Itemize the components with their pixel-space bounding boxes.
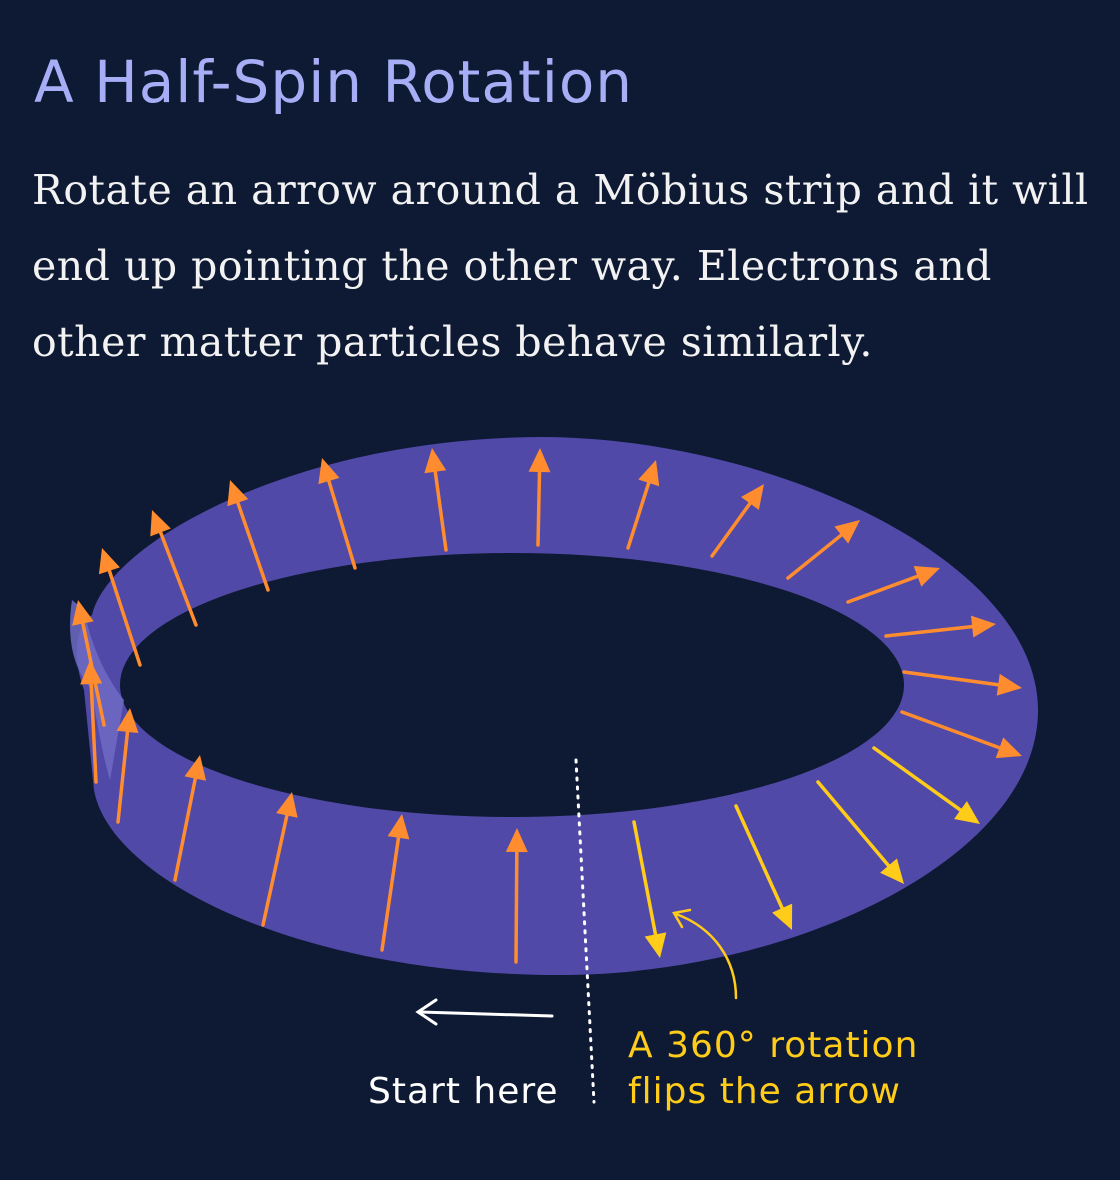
strip-back-band — [76, 437, 1039, 975]
spin-arrow-head — [772, 903, 793, 930]
spin-arrow-head — [970, 615, 996, 638]
spin-arrow — [632, 820, 667, 958]
spin-arrow-shaft — [902, 670, 1000, 687]
arrow-group — [72, 448, 1022, 964]
spin-arrow — [528, 448, 551, 547]
spin-arrow-head — [880, 858, 904, 884]
spin-arrow-shaft — [327, 479, 357, 570]
start-direction-arrow — [415, 998, 554, 1026]
start-marker-line — [574, 758, 596, 1104]
spin-arrow-shaft — [89, 682, 98, 784]
spin-arrow-shaft — [846, 574, 920, 604]
spin-arrow — [786, 520, 860, 580]
spin-arrow — [380, 814, 410, 952]
page-title: A Half-Spin Rotation — [34, 48, 634, 116]
spin-arrow-head — [116, 708, 139, 734]
spin-arrow-head — [387, 814, 410, 840]
spin-arrow-head — [80, 660, 103, 685]
spin-arrow — [424, 448, 448, 552]
spin-arrow-shaft — [158, 530, 198, 627]
spin-arrow-head — [505, 828, 528, 853]
spin-arrow-head — [98, 548, 120, 575]
spin-arrow-shaft — [734, 804, 784, 910]
flip-pointer — [672, 908, 738, 1000]
spin-arrow — [626, 460, 660, 550]
spin-arrow-shaft — [81, 621, 106, 727]
flip-label-line1: A 360° rotation — [628, 1025, 918, 1066]
spin-arrow-head — [227, 480, 249, 507]
spin-arrow-shaft — [816, 780, 891, 868]
spin-arrow-shaft — [173, 776, 198, 882]
description: Rotate an arrow around a Möbius strip an… — [32, 166, 1089, 366]
spin-arrow — [505, 828, 528, 964]
spin-arrow — [80, 660, 103, 784]
spin-arrow-shaft — [380, 835, 401, 952]
spin-arrow — [816, 780, 904, 884]
spin-arrow-shaft — [536, 470, 542, 547]
spin-arrow-head — [834, 520, 860, 544]
spin-arrow-head — [638, 460, 660, 487]
spin-arrow-head — [995, 737, 1022, 759]
spin-arrow-head — [276, 792, 298, 818]
spin-arrow-head — [913, 566, 940, 587]
spin-arrow — [884, 615, 996, 638]
spin-arrow-head — [72, 600, 94, 626]
spin-arrow-head — [954, 801, 980, 824]
start-here-label: Start here — [368, 1071, 559, 1112]
spin-arrow — [72, 600, 106, 727]
spin-arrow — [900, 710, 1022, 759]
flip-label-line2: flips the arrow — [628, 1071, 901, 1112]
spin-arrow-head — [318, 458, 340, 485]
spin-arrow — [261, 792, 298, 927]
spin-arrow — [173, 755, 207, 882]
spin-arrow — [318, 458, 357, 570]
spin-arrow-shaft — [107, 569, 142, 667]
spin-arrow-shaft — [710, 501, 752, 558]
spin-arrow — [734, 804, 793, 930]
spin-arrow — [710, 484, 764, 558]
spin-arrow-shaft — [514, 850, 519, 964]
spin-arrow-shaft — [433, 470, 448, 552]
spin-arrow — [872, 746, 980, 824]
spin-arrow-head — [644, 932, 667, 958]
spin-arrow-shaft — [884, 624, 974, 638]
spin-arrow-shaft — [900, 710, 1002, 750]
mobius-strip — [70, 437, 1039, 975]
spin-arrow — [902, 670, 1022, 696]
spin-arrow-shaft — [236, 500, 270, 592]
spin-arrow-head — [528, 448, 551, 473]
spin-arrow — [98, 548, 142, 667]
spin-arrow-head — [150, 510, 171, 537]
spin-arrow-shaft — [626, 481, 651, 550]
spin-arrow-shaft — [632, 820, 658, 937]
spin-arrow — [227, 480, 270, 592]
spin-arrow-head — [996, 673, 1022, 696]
spin-arrow-head — [184, 755, 207, 781]
spin-arrow — [150, 510, 198, 627]
spin-arrow-shaft — [872, 746, 963, 812]
spin-arrow-shaft — [116, 730, 130, 824]
spin-arrow-head — [741, 484, 764, 510]
spin-arrow-shaft — [261, 813, 289, 927]
spin-arrow-shaft — [786, 533, 844, 580]
spin-arrow — [116, 708, 139, 824]
spin-arrow-head — [424, 448, 447, 474]
spin-arrow — [846, 566, 940, 604]
